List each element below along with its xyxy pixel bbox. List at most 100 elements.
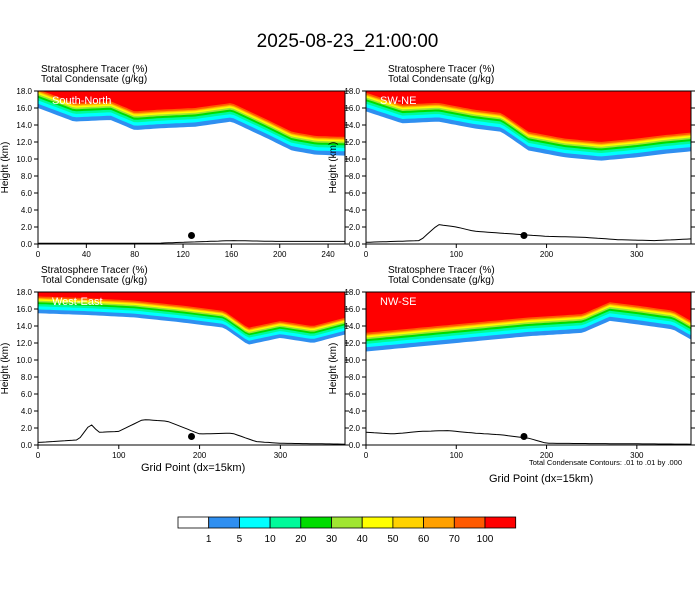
- plot-frame: [365, 90, 692, 245]
- panel3-header-condensate: Total Condensate (g/kg): [41, 275, 148, 286]
- plot-frame: [37, 90, 346, 245]
- terrain-line: [37, 419, 346, 445]
- y-tick-label: 8.0: [349, 172, 361, 181]
- x-tick-label: 100: [450, 250, 464, 259]
- colorbar-swatch: [238, 516, 271, 529]
- y-tick-label: 10.0: [344, 356, 360, 365]
- y-tick-label: 18.0: [16, 288, 32, 297]
- y-tick-label: 12.0: [16, 138, 32, 147]
- y-tick-label: 2.0: [349, 424, 361, 433]
- panel1-header-tracer: Stratosphere Tracer (%): [41, 64, 148, 75]
- panel-south-north: South-North 0.0 2.0 4.0 6.0 8.0 10.0 12.0 14.0 16…: [0, 87, 349, 259]
- panel-label: NW-SE: [380, 296, 416, 308]
- panel4-header-tracer: Stratosphere Tracer (%): [388, 265, 495, 276]
- colorbar-label: 70: [449, 534, 461, 545]
- panel1-header-condensate: Total Condensate (g/kg): [41, 74, 148, 85]
- y-tick-label: 0.0: [349, 240, 361, 249]
- panel-label: SW-NE: [380, 95, 416, 107]
- x-tick-label: 80: [130, 250, 139, 259]
- y-tick-label: 14.0: [344, 322, 360, 331]
- panel-sw-ne: SW-NE 0.0 2.0 4.0 6.0 8.0 10.0 12.0 14.0 16.0 18.0…: [328, 87, 695, 259]
- colorbar-swatch: [300, 516, 332, 529]
- y-tick-label: 6.0: [349, 390, 361, 399]
- x-tick-label: 0: [364, 451, 369, 460]
- x-tick-label: 100: [450, 451, 464, 460]
- x-tick-label: 300: [630, 250, 644, 259]
- y-tick-label: 2.0: [349, 223, 361, 232]
- x-tick-label: 300: [274, 451, 288, 460]
- panel-west-east: West-East 0.0 2.0 4.0 6.0 8.0 10.0 12.0 14.0 16.0…: [0, 288, 349, 460]
- colorbar-label: 60: [418, 534, 430, 545]
- y-tick-label: 0.0: [21, 441, 33, 450]
- colorbar-label: 1: [206, 534, 212, 545]
- y-tick-label: 16.0: [344, 305, 360, 314]
- panel2-header-tracer: Stratosphere Tracer (%): [388, 64, 495, 75]
- colorbar-swatch: [484, 516, 517, 529]
- plot-frame: [365, 291, 692, 446]
- colorbar-swatch: [269, 516, 302, 529]
- terrain-line: [38, 240, 345, 244]
- location-marker: [188, 433, 195, 440]
- colorbar-label: 50: [387, 534, 399, 545]
- y-tick-label: 6.0: [21, 390, 33, 399]
- y-tick-label: 0.0: [21, 240, 33, 249]
- panel-label: South-North: [52, 95, 111, 107]
- y-tick-label: 14.0: [16, 322, 32, 331]
- x-tick-label: 200: [273, 250, 287, 259]
- colorbar-swatch: [361, 516, 394, 529]
- panel2-header-condensate: Total Condensate (g/kg): [388, 74, 495, 85]
- contour-note: Total Condensate Contours: .01 to .01 by…: [529, 458, 683, 467]
- x-tick-label: 0: [36, 451, 41, 460]
- y-tick-label: 4.0: [21, 206, 33, 215]
- tracer-layer-10: [366, 292, 691, 333]
- y-tick-label: 14.0: [344, 121, 360, 130]
- y-tick-label: 0.0: [349, 441, 361, 450]
- plot-frame: [37, 291, 346, 446]
- y-tick-label: 8.0: [349, 373, 361, 382]
- y-tick-label: 8.0: [21, 172, 33, 181]
- y-tick-label: 12.0: [16, 339, 32, 348]
- panel-label: West-East: [52, 296, 103, 308]
- y-tick-label: 18.0: [344, 87, 360, 96]
- y-axis-label: Height (km): [328, 343, 339, 395]
- colorbar-label: 10: [265, 534, 277, 545]
- panel-nw-se: NW-SE 0.0 2.0 4.0 6.0 8.0 10.0 12.0 14.0 16.0 18.0…: [328, 288, 695, 460]
- colorbar-swatch: [423, 516, 455, 529]
- colorbar-swatch: [331, 516, 363, 529]
- y-tick-label: 12.0: [344, 339, 360, 348]
- x-tick-label: 40: [82, 250, 91, 259]
- panel3-xlabel: Grid Point (dx=15km): [141, 462, 246, 474]
- y-tick-label: 18.0: [344, 288, 360, 297]
- x-tick-label: 300: [630, 451, 644, 460]
- x-tick-label: 120: [176, 250, 190, 259]
- y-tick-label: 10.0: [16, 356, 32, 365]
- x-tick-label: 200: [540, 250, 554, 259]
- y-tick-label: 10.0: [344, 155, 360, 164]
- colorbar-label: 30: [326, 534, 338, 545]
- y-tick-label: 2.0: [21, 223, 33, 232]
- colorbar-swatch: [453, 516, 486, 529]
- y-axis-label: Height (km): [328, 142, 339, 194]
- terrain-line: [365, 430, 692, 445]
- y-tick-label: 4.0: [349, 407, 361, 416]
- y-tick-label: 6.0: [21, 189, 33, 198]
- x-tick-label: 240: [321, 250, 335, 259]
- tracer-layer-10: [366, 91, 691, 142]
- y-tick-label: 4.0: [21, 407, 33, 416]
- tracer-layer-10: [38, 292, 345, 328]
- tracer-layer-10: [38, 91, 345, 137]
- x-tick-label: 200: [193, 451, 207, 460]
- colorbar-swatch: [208, 516, 240, 529]
- y-tick-label: 10.0: [16, 155, 32, 164]
- y-tick-label: 16.0: [344, 104, 360, 113]
- chart-title: 2025-08-23_21:00:00: [256, 31, 439, 52]
- x-tick-label: 100: [112, 451, 126, 460]
- y-tick-label: 14.0: [16, 121, 32, 130]
- x-tick-label: 200: [540, 451, 554, 460]
- y-tick-label: 12.0: [344, 138, 360, 147]
- x-tick-label: 160: [225, 250, 239, 259]
- y-tick-label: 4.0: [349, 206, 361, 215]
- colorbar-swatch: [392, 516, 424, 529]
- x-tick-label: 0: [364, 250, 369, 259]
